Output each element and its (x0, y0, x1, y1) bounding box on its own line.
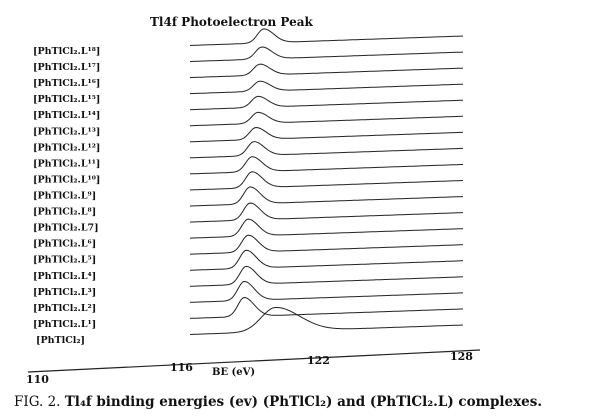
series-label: [PhTlCl₂.L7] (33, 223, 99, 234)
x-tick-label: 116 (170, 361, 193, 374)
spectrum-line (189, 63, 464, 79)
x-tick-label: 110 (26, 373, 49, 386)
series-label: [PhTlCl₂.L³] (33, 287, 96, 298)
spectrum-line (190, 218, 463, 239)
series-label: [PhTlCl₂.L¹] (33, 319, 96, 330)
spectrum-line (189, 307, 464, 335)
spectra-group (189, 28, 464, 335)
spectrum-line (189, 296, 464, 319)
x-axis-label: BE (eV) (212, 367, 255, 378)
caption-text: Tl₄f binding energies (ev) (PhTlCl₂) and… (64, 394, 543, 410)
series-label: [PhTlCl₂.L¹⁶] (33, 78, 100, 89)
series-label: [PhTlCl₂.L¹⁵] (33, 94, 100, 105)
series-label: [PhTlCl₂.L⁵] (33, 255, 96, 266)
x-tick-label: 128 (450, 350, 473, 363)
spectrum-line (190, 280, 463, 303)
spectrum-line (190, 186, 463, 207)
series-label: [PhTlCl₂.L⁶] (33, 239, 96, 250)
spectrum-line (189, 265, 464, 287)
series-labels-group: [PhTlCl₂.L¹⁸] [PhTlCl₂.L¹⁷] [PhTlCl₂.L¹⁶] [… (33, 46, 100, 346)
series-label: [PhTlCl₂.L¹²] (33, 142, 100, 153)
caption-prefix: FIG. 2. (14, 394, 61, 410)
x-tick-label: 122 (307, 354, 330, 367)
spectrum-line (189, 95, 464, 111)
series-label: [PhTlCl₂] (36, 335, 85, 346)
series-label: [PhTlCl₂.L⁸] (33, 207, 96, 218)
x-axis-line (27, 349, 481, 373)
spectrum-line (189, 28, 464, 46)
series-label: [PhTlCl₂.L¹⁰] (33, 174, 100, 185)
x-axis: 110 116 122 128 (26, 349, 481, 386)
series-label: [PhTlCl₂.L¹³] (33, 126, 100, 137)
spectrum-line (190, 80, 463, 95)
spectrum-line (189, 234, 464, 255)
series-label: [PhTlCl₂.L¹⁸] (33, 46, 100, 57)
spectrum-line (189, 126, 464, 143)
figure-caption: FIG. 2. Tl₄f binding energies (ev) (PhTl… (14, 394, 589, 410)
series-label: [PhTlCl₂.L¹¹] (33, 158, 100, 169)
spectrum-line (189, 202, 464, 223)
spectrum-line (190, 111, 463, 127)
series-label: [PhTlCl₂.L²] (33, 303, 96, 314)
series-label: [PhTlCl₂.L¹⁴] (33, 110, 100, 121)
spectrum-line (189, 171, 464, 191)
chart-title: Tl4f Photoelectron Peak (150, 15, 313, 29)
spectrum-line (189, 156, 464, 175)
series-label: [PhTlCl₂.L¹⁷] (33, 62, 100, 73)
spectrum-line (190, 249, 463, 271)
series-label: [PhTlCl₂.L⁹] (33, 191, 96, 202)
series-label: [PhTlCl₂.L⁴] (33, 271, 96, 282)
spectrum-line (190, 141, 463, 159)
spectrum-line (190, 46, 463, 62)
